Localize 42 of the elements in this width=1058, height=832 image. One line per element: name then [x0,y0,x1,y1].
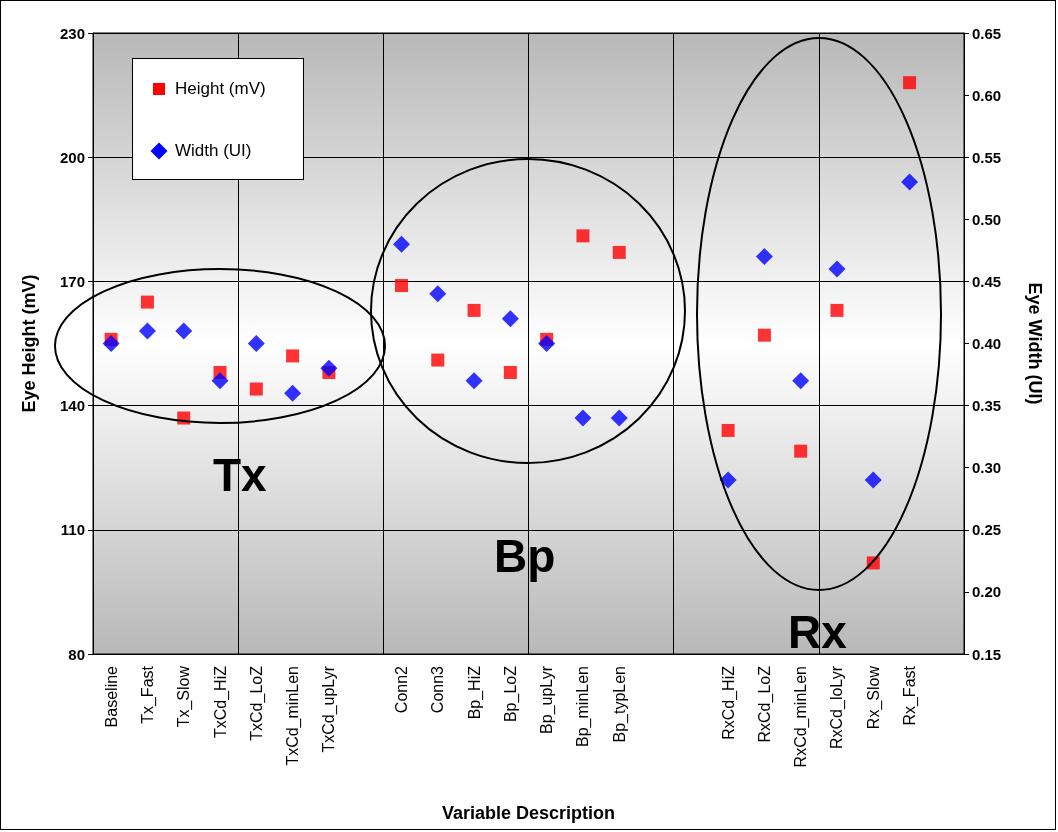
legend-label: Width (UI) [175,141,252,161]
legend-label: Height (mV) [175,79,266,99]
y2-tick-label: 0.60 [972,86,1002,104]
x-tick-label: TxCd_HiZ [211,665,230,739]
y2-tick-label: 0.55 [972,148,1002,166]
x-tick-label: Tx_Slow [175,665,194,728]
y-tick-label: 200 [59,148,85,166]
y-tick-label: 140 [59,397,85,415]
y2-tick-label: 0.65 [972,24,1002,42]
y2-tick-label: 0.30 [972,459,1002,477]
y2-axis-title: Eye Width (UI) [1025,282,1045,405]
x-tick-label: Conn3 [429,665,447,714]
x-tick-label: Rx_Fast [901,665,920,726]
y-tick-label: 80 [68,645,85,663]
y2-tick-label: 0.45 [972,272,1002,290]
x-tick-label: RxCd_LoZ [755,665,774,743]
x-tick-label: RxCd_minLen [792,666,811,768]
x-tick-label: Bp_typLen [610,666,629,743]
y2-tick-label: 0.20 [972,583,1002,601]
x-tick-label: TxCd_minLen [284,666,303,766]
x-tick-label: RxCd_loLyr [828,665,847,749]
x-tick-label: Tx_Fast [138,665,157,724]
x-tick-label: Conn2 [392,665,410,714]
x-axis-title: Variable Description [441,803,616,823]
y-tick-label: 170 [59,272,85,290]
x-tick-label: Rx_Slow [864,665,883,730]
y-tick-label: 230 [59,24,85,42]
y-axis-title: Eye Height (mV) [19,274,39,413]
x-tick-label: TxCd_upLyr [320,665,339,753]
x-tick-label: Bp_HiZ [465,665,484,720]
x-tick-label: Bp_upLyr [538,665,557,734]
x-tick-label: RxCd_HiZ [719,665,738,740]
x-tick-label: Bp_minLen [574,666,593,747]
y2-tick-label: 0.50 [972,210,1002,228]
x-tick-label: Baseline [102,665,120,728]
y2-tick-label: 0.35 [972,397,1002,415]
x-tick-label: Bp_LoZ [501,665,520,723]
y2-tick-label: 0.25 [972,521,1002,539]
y2-tick-label: 0.40 [972,335,1002,352]
x-tick-label: TxCd_LoZ [247,665,266,741]
y2-tick-label: 0.15 [972,645,1002,663]
y-tick-label: 110 [60,521,85,539]
